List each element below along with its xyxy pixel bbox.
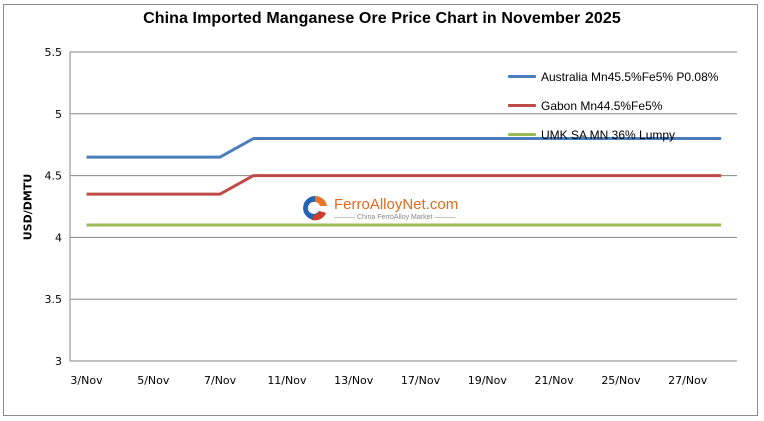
x-tick-label: 19/Nov [468,374,508,387]
ferroalloynet-logo-icon [303,195,327,221]
x-tick-label: 21/Nov [535,374,575,387]
legend-label: Australia Mn45.5%Fe5% P0.08% [541,69,719,84]
x-tick-label: 13/Nov [334,374,374,387]
x-tick-label: 11/Nov [267,374,307,387]
y-tick-label: 3 [55,355,62,368]
y-tick-label: 3.5 [45,293,63,306]
y-tick-label: 5 [55,108,62,121]
legend-swatch-icon [508,104,536,107]
legend-label: UMK SA MN 36% Lumpy [541,127,676,142]
watermark-title: FerroAlloyNet.com [334,195,459,213]
y-tick-label: 4.5 [45,170,63,183]
x-tick-label: 5/Nov [137,374,170,387]
x-tick-label: 3/Nov [70,374,103,387]
legend-swatch-icon [508,75,536,78]
watermark-logo: FerroAlloyNet.com ——— China FerroAlloy M… [300,193,458,223]
y-tick-label: 5.5 [45,46,63,59]
chart-title: China Imported Manganese Ore Price Chart… [143,10,621,27]
series-line [86,174,722,196]
legend-item: UMK SA MN 36% Lumpy [508,120,718,149]
watermark-subtitle: ——— China FerroAlloy Market ——— [334,213,456,221]
x-tick-label: 7/Nov [204,374,237,387]
series-line [86,137,722,159]
legend-label: Gabon Mn44.5%Fe5% [541,98,663,113]
y-tick-label: 4 [55,231,62,244]
legend-item: Australia Mn45.5%Fe5% P0.08% [508,62,718,91]
x-tick-label: 25/Nov [601,374,641,387]
chart-frame [3,4,758,416]
legend-swatch-icon [508,133,536,136]
legend: Australia Mn45.5%Fe5% P0.08% Gabon Mn44.5… [508,62,718,149]
x-tick-label: 17/Nov [401,374,441,387]
x-tick-label: 27/Nov [668,374,708,387]
legend-item: Gabon Mn44.5%Fe5% [508,91,718,120]
